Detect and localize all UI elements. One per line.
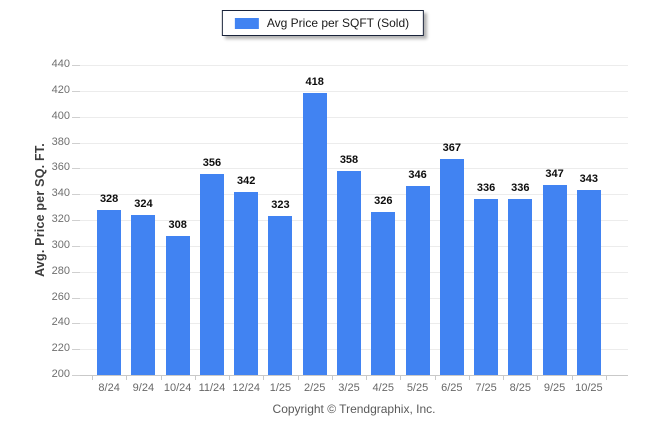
y-tick	[72, 142, 80, 144]
gridline	[73, 142, 628, 144]
x-tick-label: 8/25	[509, 382, 532, 394]
bar	[508, 199, 533, 375]
y-tick	[72, 168, 80, 170]
y-tick	[72, 375, 80, 376]
y-tick	[72, 116, 80, 118]
y-tick-label: 400	[51, 109, 70, 122]
x-tick-label: 2/25	[304, 382, 326, 394]
x-tick	[537, 376, 539, 380]
bar-value-label: 326	[374, 195, 393, 208]
bar-value-label: 324	[134, 197, 153, 210]
bar	[97, 209, 122, 375]
y-tick	[72, 271, 80, 273]
x-tick	[400, 376, 402, 380]
bar-value-label: 323	[271, 199, 290, 212]
bar-value-label: 346	[408, 169, 427, 182]
bar-value-label: 343	[579, 173, 599, 186]
x-tick-label: 9/25	[543, 382, 566, 394]
bar-value-label: 367	[442, 142, 461, 155]
bar	[165, 235, 190, 375]
bar-value-label: 418	[305, 76, 324, 89]
x-tick	[503, 376, 505, 380]
bar	[542, 185, 567, 375]
series-swatch-icon	[234, 17, 259, 29]
legend: Avg Price per SQFT (Sold)	[221, 10, 425, 36]
bar-value-label: 328	[99, 192, 119, 205]
bar	[302, 93, 327, 375]
x-tick-label: 8/24	[98, 382, 120, 394]
x-tick-label: 9/24	[132, 382, 155, 394]
x-tick	[434, 376, 436, 380]
y-tick-label: 420	[51, 83, 70, 96]
bar-value-label: 347	[545, 168, 564, 181]
x-tick	[160, 376, 162, 380]
bar	[474, 199, 499, 375]
x-tick-label: 4/25	[372, 382, 394, 394]
y-tick-label: 440	[51, 58, 70, 70]
bar-value-label: 336	[511, 182, 530, 195]
x-tick	[297, 376, 299, 380]
bar-value-label: 308	[168, 218, 187, 231]
bar	[439, 159, 464, 375]
bar	[371, 212, 396, 375]
y-tick-label: 260	[51, 290, 70, 303]
y-tick	[72, 297, 80, 299]
bar	[576, 190, 601, 375]
bar-value-label: 358	[339, 153, 359, 166]
y-tick-label: 280	[51, 264, 70, 277]
x-tick-label: 11/24	[198, 382, 226, 394]
y-tick	[72, 90, 80, 92]
y-tick-label: 220	[51, 342, 70, 355]
y-tick	[72, 220, 80, 221]
y-tick-label: 320	[51, 213, 70, 225]
y-tick	[72, 245, 80, 247]
x-tick	[331, 376, 333, 380]
bar	[268, 216, 293, 375]
x-tick	[263, 376, 265, 380]
x-tick-label: 12/24	[232, 382, 260, 394]
y-tick	[72, 194, 80, 196]
y-tick	[72, 65, 80, 66]
x-tick-label: 5/25	[406, 382, 429, 394]
gridline	[73, 168, 628, 170]
legend-label: Avg Price per SQFT (Sold)	[266, 16, 410, 30]
y-tick	[72, 349, 80, 351]
x-axis-line	[73, 375, 628, 376]
y-tick-label: 340	[51, 187, 70, 200]
bar-value-label: 336	[476, 182, 496, 195]
bar	[199, 173, 224, 375]
y-tick-label: 300	[51, 238, 70, 251]
y-tick-label: 200	[51, 368, 70, 380]
x-tick-label: 1/25	[269, 382, 292, 394]
x-tick	[606, 376, 607, 380]
bar	[405, 186, 430, 375]
x-tick-label: 10/25	[575, 382, 603, 394]
y-tick-label: 360	[51, 161, 70, 174]
x-tick	[366, 376, 368, 380]
x-tick	[468, 376, 470, 380]
x-tick	[194, 376, 196, 380]
x-tick	[229, 376, 231, 380]
bar	[234, 191, 259, 375]
x-tick	[571, 376, 573, 380]
x-tick	[126, 376, 128, 380]
bar	[337, 170, 361, 375]
x-tick	[92, 376, 93, 380]
x-tick-label: 6/25	[441, 382, 463, 394]
x-tick-label: 10/24	[163, 382, 192, 394]
x-tick-label: 3/25	[338, 382, 360, 394]
bar-value-label: 342	[237, 174, 256, 187]
y-tick-label: 380	[51, 135, 70, 148]
y-tick-label: 240	[51, 316, 70, 329]
y-tick	[72, 323, 80, 325]
copyright-text: Copyright © Trendgraphix, Inc.	[272, 402, 436, 416]
gridline	[73, 116, 628, 118]
gridline	[73, 90, 628, 92]
bar	[131, 214, 156, 375]
x-tick-label: 7/25	[475, 382, 497, 394]
gridline	[73, 65, 628, 66]
bar-value-label: 356	[202, 156, 222, 169]
